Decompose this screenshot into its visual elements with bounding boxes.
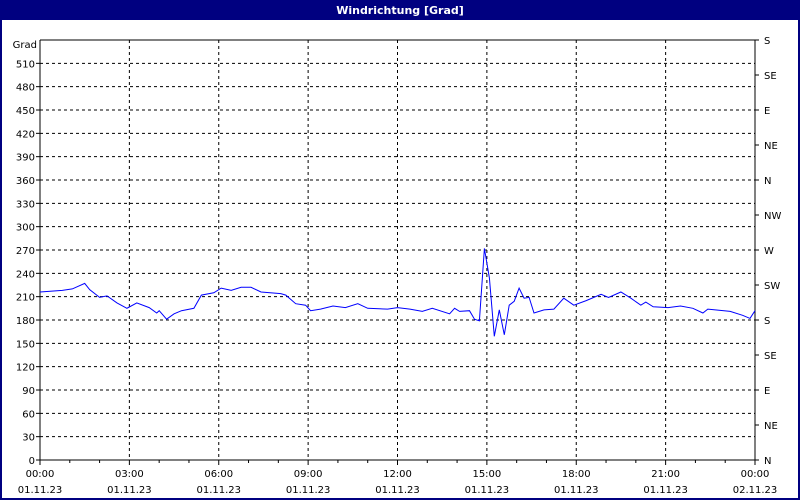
- y-tick-label: 0: [29, 456, 35, 467]
- y-tick-label: 180: [16, 316, 35, 327]
- x-tick-date: 01.11.23: [107, 485, 152, 496]
- y-tick-label: 30: [22, 433, 35, 444]
- right-tick-label: NW: [764, 211, 781, 222]
- right-tick-label: SE: [764, 71, 777, 82]
- y-tick-label: 420: [16, 129, 35, 140]
- x-tick-date: 01.11.23: [554, 485, 599, 496]
- x-tick-time: 15:00: [472, 469, 501, 480]
- x-tick-time: 03:00: [115, 469, 144, 480]
- right-tick-label: W: [764, 246, 774, 257]
- right-tick-label: SE: [764, 351, 777, 362]
- right-tick-label: E: [764, 386, 770, 397]
- x-tick-time: 00:00: [26, 469, 55, 480]
- x-tick-time: 18:00: [562, 469, 591, 480]
- right-tick-label: S: [764, 316, 770, 327]
- series-line-wind-direction: [39, 248, 756, 337]
- y-tick-label: 210: [16, 293, 35, 304]
- y-tick-label: 300: [16, 223, 35, 234]
- y-tick-label: 480: [16, 83, 35, 94]
- x-tick-date: 01.11.23: [375, 485, 420, 496]
- right-tick-label: NE: [764, 141, 778, 152]
- x-tick-date: 01.11.23: [643, 485, 688, 496]
- y-tick-label: 90: [22, 386, 35, 397]
- y-tick-label: 330: [16, 199, 35, 210]
- x-tick-date: 01.11.23: [196, 485, 241, 496]
- chart-title: Windrichtung [Grad]: [2, 2, 798, 20]
- x-tick-time: 09:00: [294, 469, 323, 480]
- x-tick-date: 02.11.23: [733, 485, 778, 496]
- right-tick-label: E: [764, 106, 770, 117]
- y-tick-label: 240: [16, 269, 35, 280]
- y-tick-label: 360: [16, 176, 35, 187]
- x-tick-time: 21:00: [651, 469, 680, 480]
- y-tick-label: 510: [16, 59, 35, 70]
- x-tick-date: 01.11.23: [465, 485, 510, 496]
- y-tick-label: 390: [16, 153, 35, 164]
- x-tick-time: 12:00: [383, 469, 412, 480]
- y-tick-label: 450: [16, 106, 35, 117]
- x-tick-date: 01.11.23: [18, 485, 63, 496]
- y-tick-label: 270: [16, 246, 35, 257]
- right-tick-label: SW: [764, 281, 780, 292]
- x-tick-time: 06:00: [204, 469, 233, 480]
- x-tick-time: 00:00: [741, 469, 770, 480]
- y-tick-label: 150: [16, 339, 35, 350]
- right-tick-label: NE: [764, 421, 778, 432]
- y-tick-label: 120: [16, 363, 35, 374]
- x-tick-date: 01.11.23: [286, 485, 331, 496]
- y-axis-label: Grad: [13, 40, 37, 51]
- right-tick-label: N: [764, 456, 771, 467]
- right-tick-label: N: [764, 176, 771, 187]
- right-tick-label: S: [764, 36, 770, 47]
- y-tick-label: 60: [22, 409, 35, 420]
